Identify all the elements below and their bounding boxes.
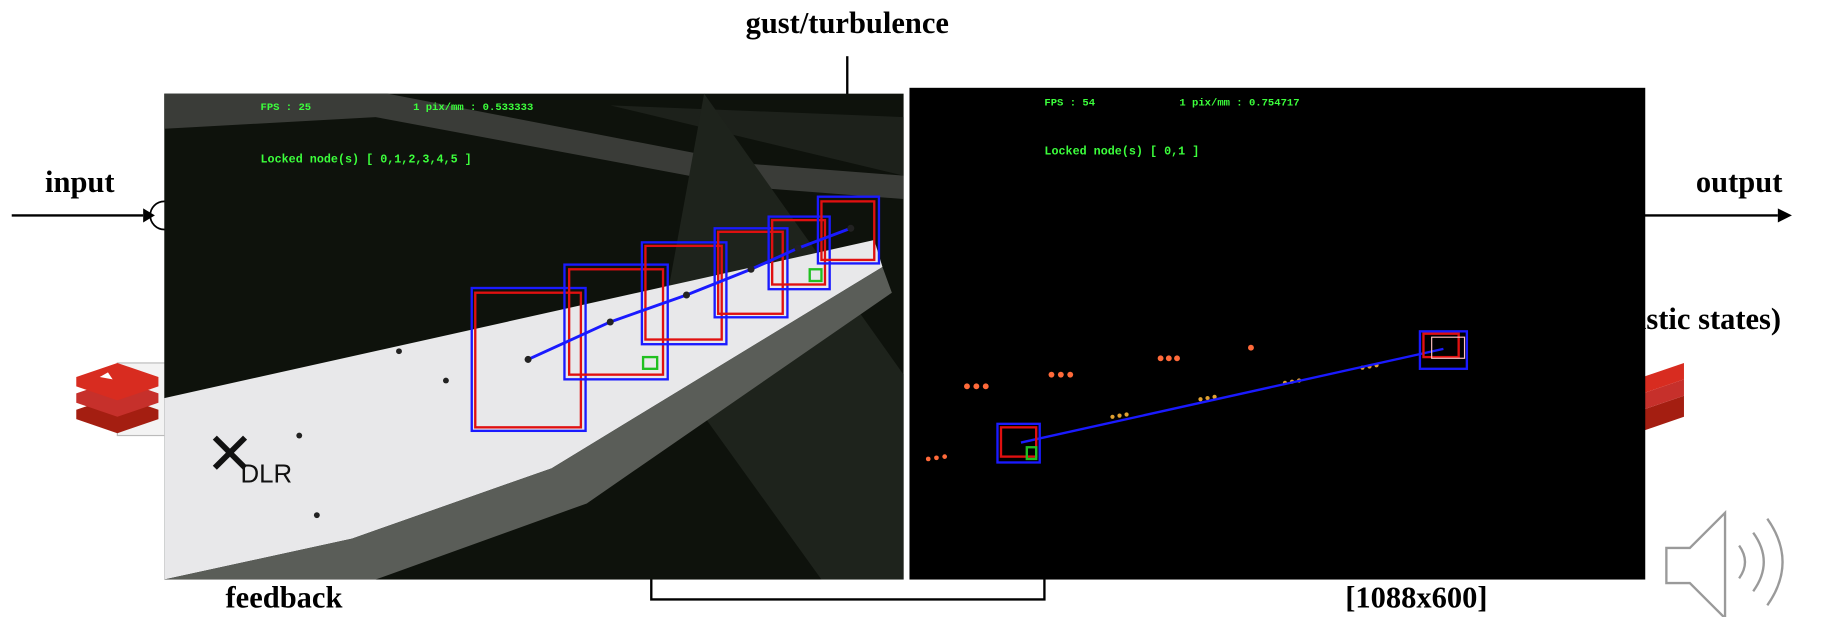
database-icon	[1642, 362, 1684, 431]
arrow-head	[143, 208, 155, 223]
feedback-bracket	[650, 579, 1046, 601]
left-camera-view: ✕ DLR FPS : 25 1 pix/mm : 0.533333 Locke	[164, 93, 904, 580]
arrow-head	[1777, 208, 1792, 223]
database-icon	[76, 362, 171, 437]
fps-text: FPS : 25	[261, 102, 312, 114]
logo: DLR	[241, 460, 293, 488]
speaker-icon	[1665, 509, 1784, 617]
right-camera-view: FPS : 54 1 pix/mm : 0.754717 Locked node…	[909, 87, 1646, 580]
scale-text: 1 pix/mm : 0.533333	[413, 102, 533, 114]
locked-text: Locked node(s) [ 0,1,2,3,4,5 ]	[261, 153, 472, 167]
top-label: gust/turbulence	[746, 6, 949, 40]
locked-text: Locked node(s) [ 0,1 ]	[1044, 145, 1199, 159]
feedback-label: feedback	[226, 581, 343, 615]
svg-text:✕: ✕	[205, 422, 254, 487]
fps-text: FPS : 54	[1044, 97, 1095, 109]
output-label: output	[1696, 165, 1783, 199]
scale-text: 1 pix/mm : 0.754717	[1179, 97, 1299, 109]
right-label: astic states)	[1631, 302, 1781, 336]
input-label: input	[45, 165, 115, 199]
resolution-label: [1088x600]	[1345, 581, 1487, 615]
